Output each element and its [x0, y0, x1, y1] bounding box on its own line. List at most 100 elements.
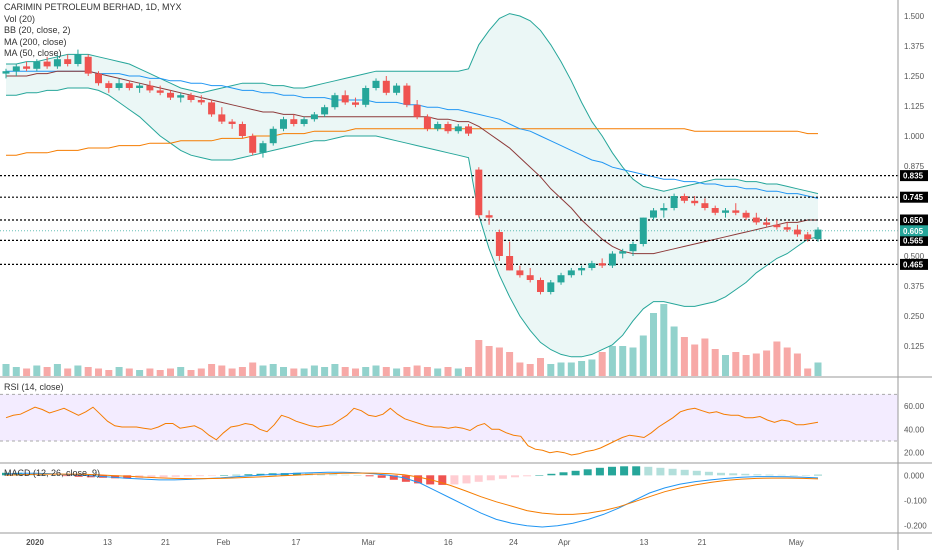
candle[interactable] [454, 124, 462, 134]
candle[interactable] [537, 277, 544, 295]
candle[interactable] [752, 212, 760, 225]
candle[interactable] [136, 83, 144, 93]
candle[interactable] [629, 241, 637, 256]
volume-bar [506, 352, 514, 376]
candle[interactable] [763, 217, 771, 228]
macd-pane[interactable] [2, 466, 822, 528]
price-pane[interactable] [0, 13, 898, 376]
price-tick-label: 1.500 [904, 12, 925, 21]
candle[interactable] [711, 205, 719, 216]
candle[interactable] [393, 83, 401, 96]
candle[interactable] [341, 90, 349, 105]
candle[interactable] [506, 241, 514, 271]
candle[interactable] [701, 198, 709, 211]
volume-bar [33, 365, 41, 376]
volume-bar [64, 368, 72, 376]
candle[interactable] [783, 222, 791, 232]
candle[interactable] [403, 83, 411, 108]
candle[interactable] [105, 80, 113, 93]
candle[interactable] [53, 54, 61, 69]
candle[interactable] [773, 220, 781, 230]
candle[interactable] [372, 78, 380, 91]
candle[interactable] [300, 116, 308, 127]
candle[interactable] [691, 196, 699, 206]
candle[interactable] [33, 59, 41, 72]
candle[interactable] [722, 208, 729, 218]
macd-histogram-bar [620, 466, 629, 476]
candle[interactable] [310, 112, 318, 122]
candle[interactable] [444, 121, 452, 134]
candle[interactable] [814, 227, 822, 242]
candle[interactable] [208, 100, 216, 117]
candle[interactable] [598, 258, 606, 268]
candle[interactable] [547, 280, 555, 295]
volume-bar [629, 347, 637, 376]
candle[interactable] [382, 76, 390, 96]
candle[interactable] [331, 92, 339, 110]
candle[interactable] [485, 210, 493, 225]
candle[interactable] [74, 49, 82, 67]
candle[interactable] [793, 224, 801, 237]
candle[interactable] [12, 64, 20, 76]
candle[interactable] [321, 104, 329, 117]
candle[interactable] [804, 232, 812, 242]
macd-histogram-bar [389, 475, 398, 480]
candle[interactable] [578, 265, 586, 276]
volume-bar [95, 368, 102, 376]
candle[interactable] [64, 54, 72, 67]
candle[interactable] [588, 260, 596, 271]
candle[interactable] [84, 54, 92, 76]
macd-tick-label: -0.100 [904, 497, 927, 506]
candle[interactable] [290, 114, 298, 127]
macd-histogram-bar [292, 472, 301, 476]
candle[interactable] [177, 92, 185, 103]
candle[interactable] [146, 80, 154, 93]
candle[interactable] [608, 251, 616, 268]
candle[interactable] [167, 90, 174, 100]
candle[interactable] [434, 121, 442, 132]
candle[interactable] [742, 210, 750, 220]
candle[interactable] [115, 78, 123, 91]
candle[interactable] [423, 114, 431, 132]
candle[interactable] [557, 272, 565, 285]
candle[interactable] [650, 208, 657, 220]
candle[interactable] [249, 133, 257, 156]
candle[interactable] [465, 124, 472, 136]
candle[interactable] [187, 92, 195, 103]
candle[interactable] [125, 80, 133, 91]
candle[interactable] [228, 119, 236, 129]
candle[interactable] [2, 68, 10, 79]
candle[interactable] [362, 85, 370, 108]
candle[interactable] [259, 140, 267, 158]
candle[interactable] [43, 56, 51, 69]
candle[interactable] [269, 126, 277, 146]
candle[interactable] [280, 116, 287, 132]
candle[interactable] [732, 203, 740, 216]
candle[interactable] [495, 229, 503, 261]
candle[interactable] [413, 100, 421, 120]
volume-bar [557, 362, 565, 376]
candle[interactable] [680, 193, 688, 204]
candle[interactable] [660, 203, 668, 218]
candle-body [341, 95, 349, 103]
candle[interactable] [197, 95, 205, 105]
candle[interactable] [95, 71, 102, 86]
candle[interactable] [526, 268, 534, 283]
candle[interactable] [619, 248, 627, 259]
candle[interactable] [218, 107, 226, 124]
candle[interactable] [670, 193, 678, 211]
time-tick-label: May [789, 538, 804, 547]
volume-bar [608, 346, 616, 376]
candle[interactable] [352, 97, 359, 108]
candle[interactable] [156, 85, 164, 96]
candle[interactable] [23, 61, 31, 72]
candle[interactable] [516, 265, 524, 278]
candle[interactable] [567, 268, 575, 278]
candle[interactable] [639, 217, 647, 247]
rsi-pane[interactable] [0, 393, 898, 456]
candle[interactable] [238, 121, 246, 139]
macd-histogram-bar [486, 475, 495, 481]
candle[interactable] [475, 167, 483, 218]
